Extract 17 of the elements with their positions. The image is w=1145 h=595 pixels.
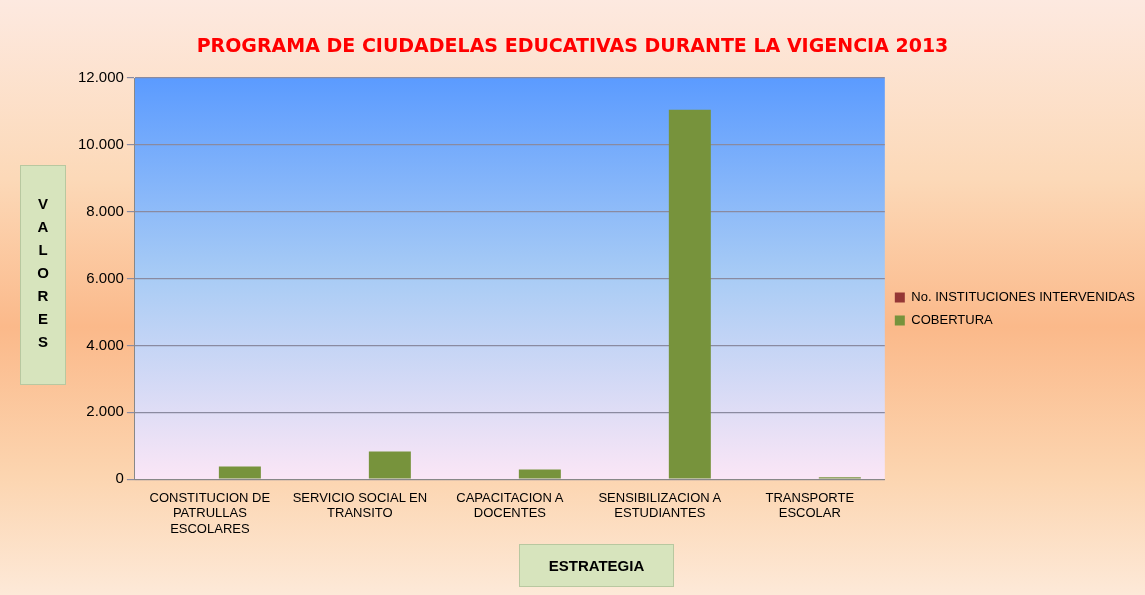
y-tick-label: 2.000	[86, 402, 124, 420]
x-tick-label: CAPACITACION A DOCENTES	[456, 489, 564, 521]
chart-title: PROGRAMA DE CIUDADELAS EDUCATIVAS DURANTE LA VIGENCIA 2013	[195, 34, 950, 56]
y-tick-label: 6.000	[86, 268, 124, 286]
x-tick-label: SERVICIO SOCIAL EN TRANSITO	[292, 489, 428, 521]
x-tick-label: CONSTITUCION DE PATRULLAS ESCOLARES	[149, 489, 271, 536]
y-axis-title: VALORES	[34, 194, 52, 356]
x-tick-label: TRANSPORTE ESCOLAR	[765, 489, 855, 521]
y-tick-label: 8.000	[86, 201, 124, 219]
x-tick-label: SENSIBILIZACION A ESTUDIANTES	[598, 489, 722, 521]
legend-label: COBERTURA	[911, 312, 994, 328]
legend-label: No. INSTITUCIONES INTERVENIDAS	[911, 289, 1136, 305]
x-axis-title: ESTRATEGIA	[519, 544, 674, 587]
y-tick-label: 0	[115, 469, 124, 487]
y-tick-label: 4.000	[86, 335, 124, 353]
y-tick-label: 12.000	[77, 68, 124, 86]
y-tick-label: 10.000	[77, 135, 124, 153]
